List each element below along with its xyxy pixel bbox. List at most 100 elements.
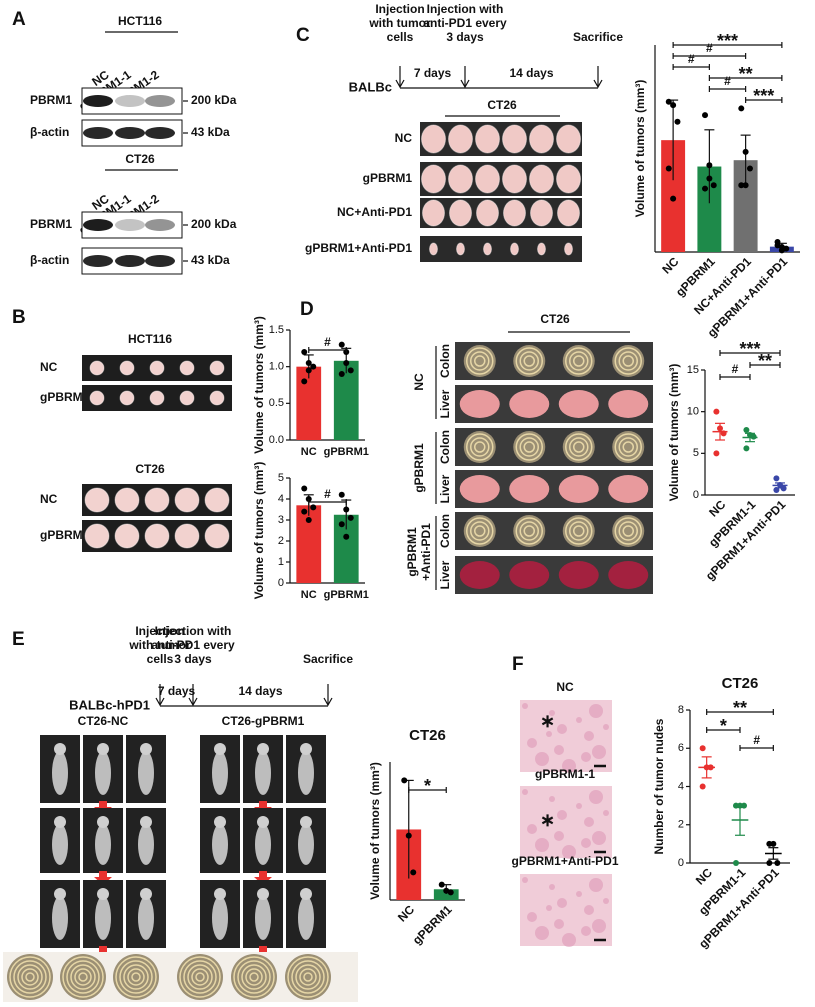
data-point [670, 195, 677, 202]
specimen [179, 360, 195, 376]
specimen [89, 360, 105, 376]
size-label: 200 kDa [191, 217, 237, 231]
y-axis-label: Volume of tumors (mm³) [667, 364, 681, 502]
coil-ring [474, 525, 486, 537]
coil-ring [119, 960, 153, 994]
data-point [733, 860, 739, 866]
y-tick-label: 8 [678, 704, 684, 716]
coil-ring [21, 968, 39, 986]
mouse [212, 824, 228, 865]
organ-label: Liver [438, 560, 452, 589]
tissue-spot [581, 926, 591, 936]
specimen [502, 164, 527, 194]
specimen [421, 124, 446, 154]
liver [459, 390, 500, 418]
data-point [665, 98, 672, 105]
significance-label: # [753, 733, 760, 747]
tissue-spot [557, 810, 567, 820]
colon [463, 345, 496, 377]
mouse-head [97, 816, 109, 828]
coil-ring [179, 956, 221, 998]
coil-ring [241, 964, 267, 990]
data-point [743, 445, 750, 452]
mouse-head [54, 888, 66, 900]
data-point [305, 517, 312, 523]
data-point [405, 832, 412, 839]
specimen [529, 164, 554, 194]
protein-label: β-actin [30, 125, 69, 139]
tissue-spot [557, 724, 567, 734]
tissue-spot [549, 796, 555, 802]
tissue-spot [584, 905, 594, 915]
coil-ring [614, 347, 642, 375]
data-point [778, 247, 785, 254]
data-point [699, 745, 706, 752]
y-tick-label: 0.5 [269, 397, 284, 409]
specimen [421, 164, 446, 194]
coil-ring [519, 521, 539, 541]
coil-ring [614, 517, 642, 545]
group-label: CT26-NC [78, 714, 129, 728]
specimen [84, 487, 110, 513]
colon [463, 431, 496, 463]
data-point [443, 887, 450, 894]
coil-ring [183, 960, 217, 994]
specimen [204, 487, 230, 513]
event-label: with tumor [368, 16, 431, 30]
tissue-spot [522, 789, 528, 795]
event-label: Injection with [155, 624, 232, 638]
tissue-spot [576, 803, 582, 809]
event-label: anti-PD1 every [423, 16, 507, 30]
image-label: gPBRM1-1 [535, 767, 595, 781]
image-label: NC [556, 680, 574, 694]
data-point [338, 521, 345, 528]
specimen [448, 124, 473, 154]
specimen [557, 199, 580, 227]
y-tick-label: 10 [687, 406, 699, 418]
mouse-head [257, 743, 269, 755]
data-point [447, 889, 454, 896]
tissue-spot [562, 933, 576, 947]
x-tick-label: gPBRM1 [324, 446, 369, 458]
significance-label: *** [739, 339, 760, 359]
x-tick-label: NC [395, 902, 417, 924]
tissue-spot [603, 810, 609, 816]
coil-ring [287, 956, 329, 998]
event-label: Injection with [427, 2, 504, 16]
significance-label: # [724, 74, 731, 88]
tissue-spot [592, 831, 606, 845]
coil-ring [622, 525, 634, 537]
mouse-head [97, 743, 109, 755]
coil-ring [519, 351, 539, 371]
tissue-spot [535, 926, 549, 940]
event-label: Injection [135, 624, 184, 638]
mouse-head [257, 888, 269, 900]
specimen [179, 390, 195, 406]
row-label: gPBRM1 [40, 390, 90, 404]
coil-ring [622, 441, 634, 453]
tissue-spot [535, 838, 549, 852]
coil-ring [237, 960, 271, 994]
liver [608, 390, 649, 418]
colon [612, 431, 645, 463]
group-label: +Anti-PD1 [419, 523, 433, 581]
specimen [84, 523, 110, 549]
bar [433, 889, 459, 900]
cell-line-label: HCT116 [128, 332, 172, 346]
blot-band [115, 219, 145, 231]
specimen [144, 487, 170, 513]
data-point [707, 764, 714, 771]
event-label: cells [387, 30, 414, 44]
significance-label: * [424, 776, 431, 796]
data-point [347, 514, 354, 521]
protein-label: β-actin [30, 253, 69, 267]
colon [513, 431, 546, 463]
x-tick-label: NC [706, 497, 728, 519]
mouse [255, 824, 271, 865]
specimen [119, 390, 135, 406]
coil-ring [474, 441, 486, 453]
x-tick-label: gPBRM1 [324, 589, 369, 601]
blot-band [145, 255, 175, 267]
coil-ring [25, 972, 35, 982]
arrow-head [188, 697, 198, 707]
